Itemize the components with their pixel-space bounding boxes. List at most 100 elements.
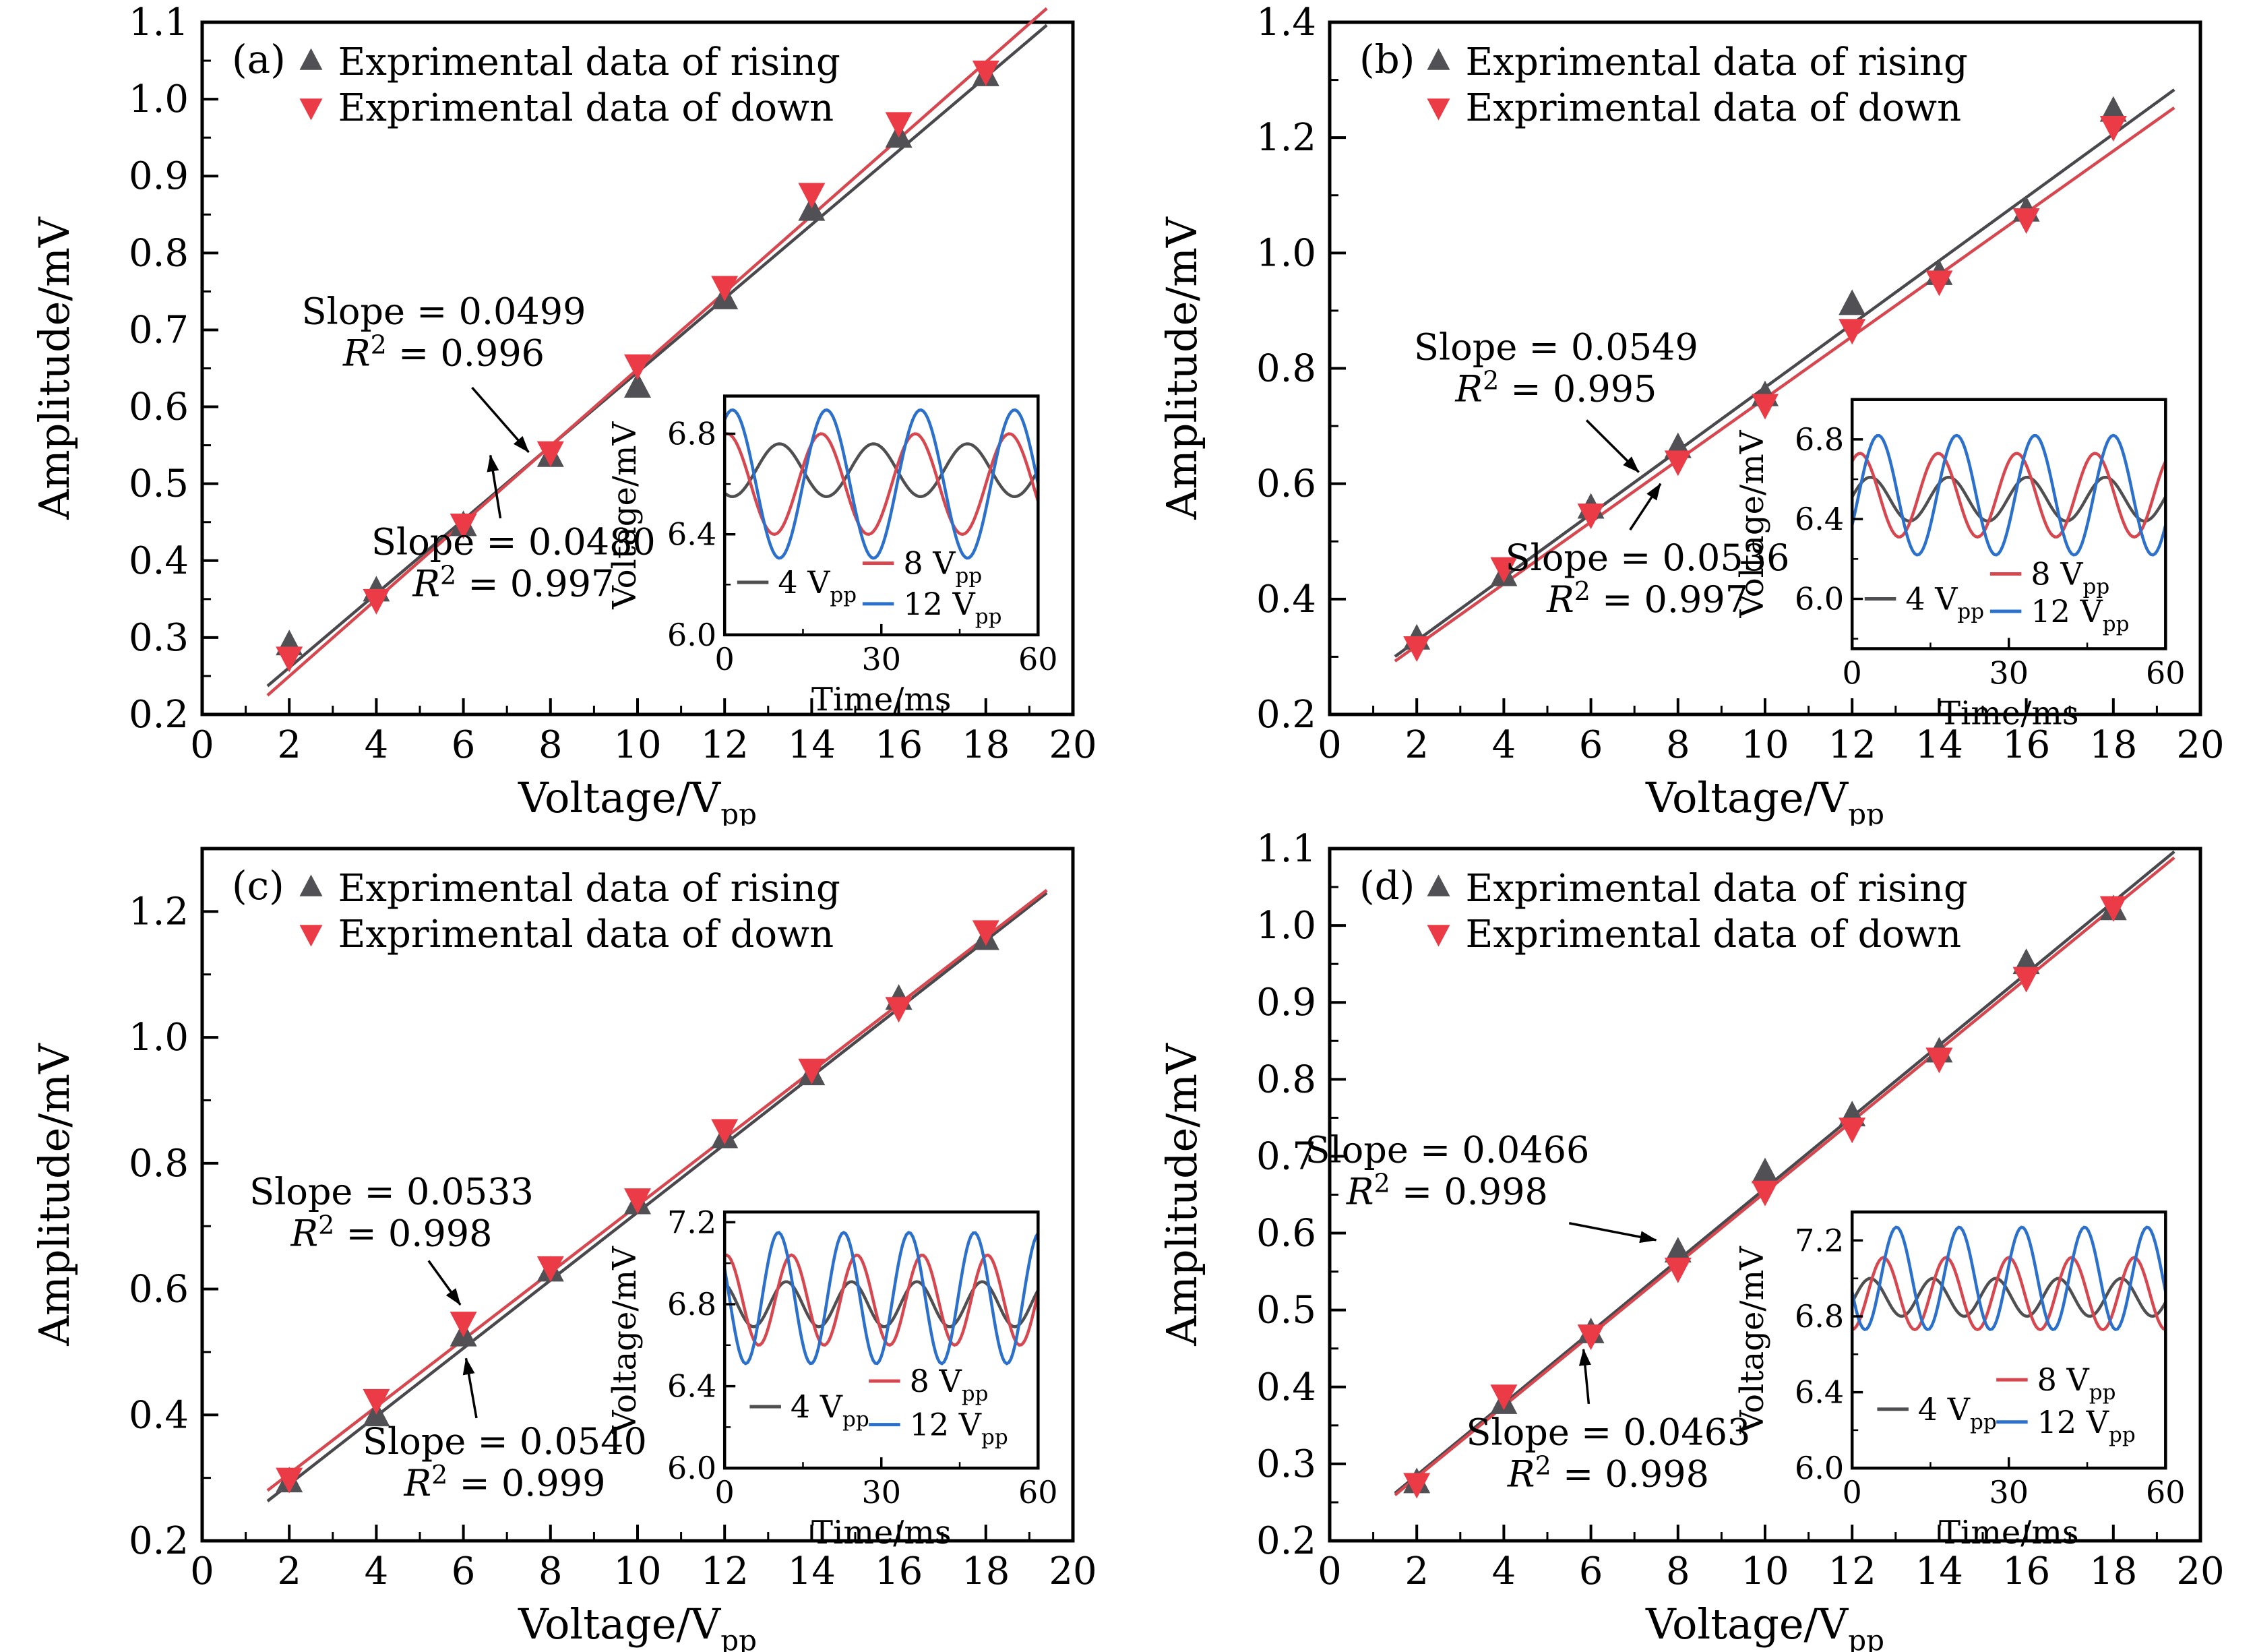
svg-text:16: 16 [2002,723,2050,767]
x-axis-title: Voltage/Vpp [1645,1599,1884,1652]
svg-text:30: 30 [861,1474,901,1510]
wave-8V [724,432,1040,537]
svg-text:R2 = 0.999: R2 = 0.999 [403,1460,605,1504]
svg-text:0.8: 0.8 [1256,1058,1316,1101]
svg-text:6: 6 [452,723,476,767]
svg-text:0.8: 0.8 [129,231,189,275]
triangle-down-marker [299,98,323,121]
triangle-down-marker [1839,1118,1866,1144]
inset-y-axis-title: Voltage/mV [1733,1246,1771,1434]
panel-tag-a: (a) [232,36,286,82]
svg-text:10: 10 [613,1550,661,1593]
svg-text:0.2: 0.2 [1256,693,1316,737]
svg-text:6.0: 6.0 [1795,1450,1844,1486]
wave-8V [1851,452,2167,539]
triangle-down-marker [1577,1324,1605,1351]
inset-y-axis-title: Voltage/mV [1733,429,1771,618]
svg-text:4: 4 [365,1550,389,1593]
triangle-up-marker [1752,1157,1779,1184]
wave-12V [722,1230,1040,1366]
svg-text:Slope = 0.0536: Slope = 0.0536 [1506,537,1790,579]
svg-text:0.6: 0.6 [129,1268,189,1312]
svg-text:20: 20 [1049,1550,1096,1593]
svg-text:0.6: 0.6 [1256,462,1316,506]
fit-line-down [1394,856,2175,1496]
svg-text:0.7: 0.7 [129,308,189,352]
svg-text:30: 30 [861,641,901,677]
svg-text:1.0: 1.0 [1256,904,1316,948]
panel-tag-d: (d) [1359,863,1415,909]
svg-text:Slope = 0.0463: Slope = 0.0463 [1466,1411,1751,1453]
triangle-down-marker [1403,636,1431,663]
svg-text:12: 12 [1828,1550,1876,1593]
fit-line-rising [1394,850,2175,1495]
legend-label-down: Exprimental data of down [1466,86,1962,130]
triangle-down-marker [276,1467,303,1494]
svg-text:Slope = 0.0480: Slope = 0.0480 [371,521,656,563]
svg-text:18: 18 [2089,723,2137,767]
svg-text:0: 0 [190,723,214,767]
svg-text:6.4: 6.4 [1795,501,1844,537]
svg-text:1.1: 1.1 [129,1,189,44]
svg-text:1.0: 1.0 [129,78,189,121]
axes-d: 0 2 4 6 8 10 12 14 16 18 20 0.2 0.3 0.4 0.5 0.6 0.7 0.8 0.… [1157,827,2225,1652]
inset-x-axis-title: Time/ms [1939,1514,2079,1552]
svg-text:16: 16 [875,1550,923,1593]
triangle-down-marker [624,1188,651,1215]
inset-legend-label: 12 Vpp [903,586,1001,629]
svg-text:0.3: 0.3 [1256,1442,1316,1486]
svg-text:30: 30 [1989,1474,2029,1510]
triangle-down-marker [536,441,564,467]
series-down [276,60,999,673]
legend-label-down: Exprimental data of down [1466,913,1962,956]
svg-text:8: 8 [538,723,563,767]
wave-12V [723,408,1040,560]
svg-text:0.2: 0.2 [129,1519,189,1563]
svg-text:1.4: 1.4 [1256,1,1316,44]
svg-text:0.5: 0.5 [1256,1289,1316,1333]
svg-text:12: 12 [1828,723,1876,767]
svg-text:0.4: 0.4 [129,1393,189,1437]
svg-text:14: 14 [788,1550,836,1593]
triangle-up-marker [1664,1237,1692,1263]
panel-b-chart: 0 2 4 6 8 10 12 14 16 18 20 0.2 0.4 0.6 0.8 1.0 1.2 1.4 Vo… [1128,0,2255,826]
svg-text:8: 8 [538,1550,563,1593]
svg-text:0.8: 0.8 [129,1142,189,1186]
wave-12V [1850,1225,2167,1332]
wave-8V [1851,1256,2167,1332]
svg-text:10: 10 [613,723,661,767]
inset-legend-label: 8 Vpp [910,1363,989,1406]
svg-text:10: 10 [1741,723,1789,767]
svg-text:0.2: 0.2 [129,693,189,737]
triangle-up-marker [1427,874,1450,896]
svg-text:0: 0 [1843,1474,1862,1510]
svg-text:6.0: 6.0 [667,617,716,653]
wave-8V [724,1253,1040,1347]
svg-text:0.5: 0.5 [129,462,189,506]
fit-lines-d [1394,850,2175,1496]
svg-text:R2 = 0.998: R2 = 0.998 [290,1211,492,1255]
legend-label-rising: Exprimental data of rising [338,40,840,84]
chart-svg-c: 0 2 4 6 8 10 12 14 16 18 20 0.2 0.4 0.6 0.8 1.0 1.2 Volta… [30,847,1097,1652]
svg-text:0.9: 0.9 [129,154,189,198]
svg-text:18: 18 [2089,1550,2137,1593]
svg-text:R2 = 0.997: R2 = 0.997 [412,561,614,605]
x-axis-title: Voltage/Vpp [1645,773,1884,826]
svg-text:0: 0 [715,641,735,677]
triangle-down-marker [1752,394,1779,420]
svg-text:2: 2 [1404,1550,1429,1593]
svg-text:6.8: 6.8 [667,1286,716,1322]
triangle-down-marker [299,925,323,947]
svg-text:20: 20 [2176,1550,2224,1593]
legend-label-rising: Exprimental data of rising [1466,40,1968,84]
inset-y-axis-title: Voltage/mV [606,421,644,609]
panel-tag-c: (c) [232,863,284,909]
